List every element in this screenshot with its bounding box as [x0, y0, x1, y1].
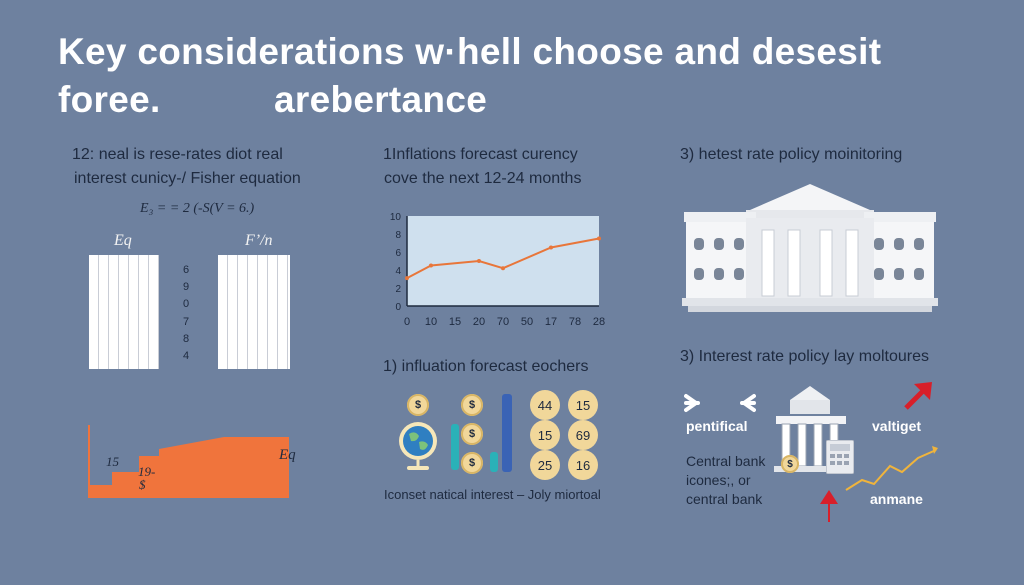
series-point [597, 236, 601, 241]
panel5-text-line: central bank [686, 491, 763, 507]
panel5-label-bottom: anmane [870, 491, 923, 507]
y-tick-label: 6 [395, 248, 401, 259]
striped-panel-right [218, 255, 290, 369]
y-tick-label: 0 [395, 302, 401, 313]
number-badge: 15 [568, 390, 598, 420]
teal-bar-icon [451, 424, 459, 470]
panel3-heading: 3) hetest rate policy moinitoring [680, 146, 903, 163]
number-badge: 25 [530, 450, 560, 480]
page-title: Key considerations w·hell choose and des… [58, 28, 978, 124]
fisher-formula: E₃ = = 2 (-S(V = 6.) [140, 201, 255, 216]
series-point [405, 276, 409, 281]
dollar-coin-icon: $ [781, 455, 799, 473]
y-tick-label: 8 [395, 230, 401, 241]
x-tick-label: 50 [521, 316, 533, 328]
panel5-label-left: pentifical [686, 418, 748, 434]
double-arrow-icon [684, 394, 756, 412]
striped-panel-left [89, 255, 159, 369]
x-tick-label: 28 [593, 316, 605, 328]
x-tick-label: 17 [545, 316, 557, 328]
series-point [477, 259, 481, 263]
x-tick-label: 15 [449, 316, 461, 328]
panel4-heading: 1) influation forecast eochers [383, 358, 589, 375]
panel1-heading-1: 12: neal is rese-rates diot real [72, 146, 283, 163]
series-point [501, 266, 505, 271]
series-point [549, 245, 553, 250]
dollar-coin-icon: $ [461, 394, 483, 416]
step-area-shape [89, 437, 289, 498]
mid-number: 4 [182, 350, 190, 363]
title-line-1: Key considerations w·hell choose and des… [58, 31, 882, 72]
central-bank-icon [774, 386, 848, 472]
panel2-heading-2: cove the next 12-24 months [384, 170, 582, 187]
y-tick-label: 2 [395, 284, 401, 295]
mid-number: 9 [182, 281, 190, 294]
series-point [429, 263, 433, 268]
number-badge: 69 [568, 420, 598, 450]
dollar-coin-icon: $ [407, 394, 429, 416]
plot-area [407, 216, 599, 306]
series-line [406, 237, 600, 279]
number-badge: 44 [530, 390, 560, 420]
mid-number: 0 [182, 298, 190, 311]
x-tick-label: 0 [404, 316, 410, 328]
dollar-coin-icon: $ [461, 423, 483, 445]
x-tick-label: 20 [473, 316, 485, 328]
blue-bar-icon [502, 394, 512, 472]
calculator-icon [826, 440, 854, 474]
panel1-mid-numbers: 6 9 0 7 8 4 [180, 262, 192, 365]
number-badge: 16 [568, 450, 598, 480]
area-label-eq: Eq [279, 447, 296, 463]
x-tick-label: 70 [497, 316, 509, 328]
y-tick-label: 4 [395, 266, 401, 277]
mid-number: 8 [182, 332, 190, 345]
panel5-text: Central bank icones;, or central bank [686, 452, 765, 509]
red-arrow-small-icon [820, 490, 838, 522]
trend-line-icon [845, 446, 938, 491]
panel5-text-line: icones;, or [686, 472, 751, 488]
mid-number: 6 [182, 264, 190, 276]
bank-building-icon [682, 184, 938, 312]
mid-number: 7 [182, 315, 190, 328]
title-line-2b: arebertance [274, 79, 488, 120]
teal-bar-icon [490, 452, 498, 472]
title-line-2a: foree. [58, 79, 161, 120]
globe-icon [395, 420, 441, 472]
panel2-heading-1: 1Inflations forecast curency [383, 146, 578, 163]
area-label-dollar: $ [139, 477, 146, 492]
x-tick-label: 10 [425, 316, 437, 328]
area-label-a: 15 [106, 454, 119, 469]
panel4-caption: Iconset natical interest – Joly miortoal [384, 487, 601, 502]
panel5-label-right: valtiget [872, 418, 922, 434]
step-area-chart [88, 425, 289, 498]
panel1-label-left: Eq [114, 232, 132, 249]
red-arrow-up-icon [904, 382, 932, 410]
y-tick-label: 10 [390, 212, 402, 223]
number-badge: 15 [530, 420, 560, 450]
x-tick-label: 78 [569, 316, 581, 328]
panel5-heading: 3) Interest rate policy lay moltoures [680, 348, 929, 365]
dollar-coin-icon: $ [461, 452, 483, 474]
panel1-label-right: F’/n [245, 232, 273, 249]
panel1-heading-2: interest cunicy-/ Fisher equation [74, 170, 301, 187]
panel5-text-line: Central bank [686, 453, 766, 469]
area-label-b: 19- [138, 464, 156, 479]
